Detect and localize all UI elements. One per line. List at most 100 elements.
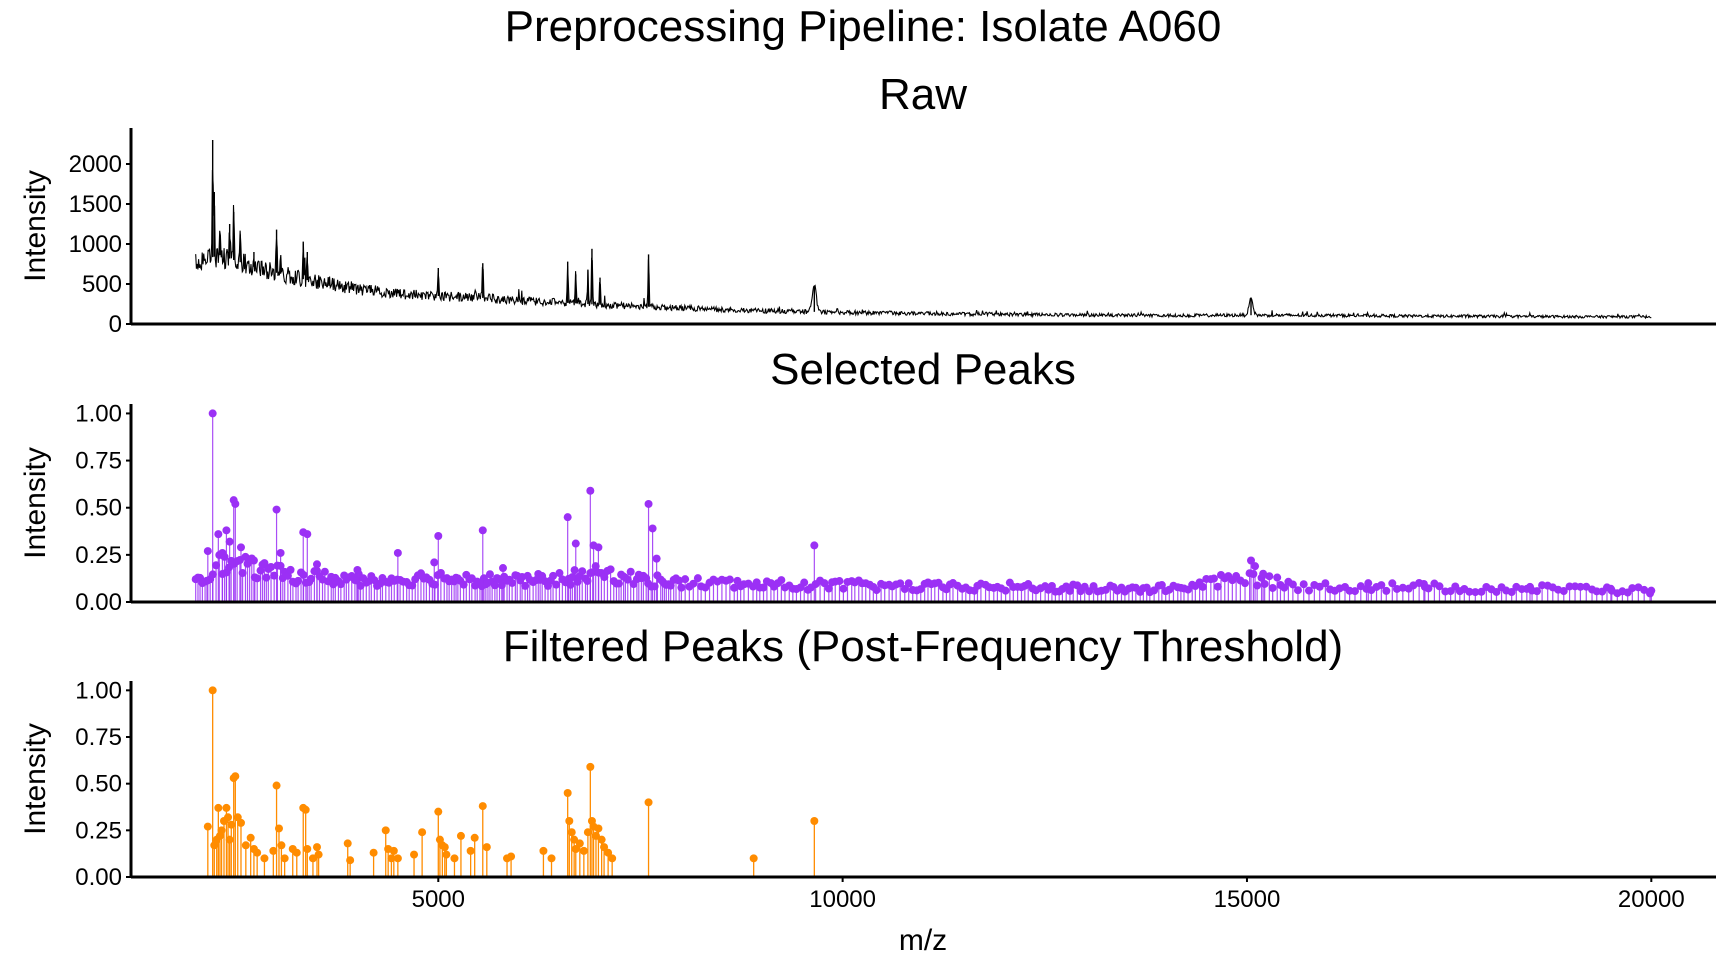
selected-peak-point-432 (434, 532, 443, 540)
selected-peak-point-351 (1321, 579, 1330, 588)
selected-peak-point-165 (623, 575, 632, 584)
selected-peak-point-362 (1377, 581, 1386, 590)
selected-peak-point-436 (571, 539, 580, 548)
raw-y-tick-label-0: 0 (109, 311, 122, 338)
filtered-panel-title: Filtered Peaks (Post-Frequency Threshold… (503, 622, 1343, 671)
filtered-peak-point-33 (314, 850, 323, 859)
selected-peak-point-138 (552, 580, 561, 589)
raw-panel-title: Raw (879, 70, 967, 119)
filtered-peak-point-23 (274, 824, 283, 833)
filtered-peak-point-1 (208, 686, 217, 695)
raw-y-tick-label-3: 1500 (69, 191, 122, 218)
selected-peak-point-338 (1260, 579, 1269, 588)
selected-peak-point-198 (725, 575, 734, 584)
filtered-y-tick-label-4: 1.00 (75, 677, 122, 704)
selected-peak-point-440 (644, 499, 653, 508)
filtered-peak-point-8 (222, 803, 231, 812)
selected-peak-point-444 (1247, 556, 1256, 565)
selected-peak-point-339 (1265, 572, 1274, 581)
selected-peak-point-90 (430, 580, 439, 589)
selected-peak-point-341 (1273, 573, 1282, 582)
selected-peak-point-446 (1259, 569, 1268, 578)
selected-peak-point-199 (730, 583, 739, 592)
filtered-peak-point-36 (369, 848, 378, 857)
filtered-peak-point-0 (203, 822, 212, 831)
filtered-peak-point-73 (600, 843, 609, 852)
raw-panel: Raw Intensity 0 500 1000 1500 2000 (19, 70, 1716, 338)
filtered-peak-point-61 (567, 828, 576, 837)
selected-y-tick-label-1: 0.25 (75, 542, 122, 569)
filtered-peak-point-51 (466, 846, 475, 855)
selected-data (191, 409, 1656, 602)
selected-peak-point-325 (1209, 574, 1218, 583)
selected-peak-point-311 (1157, 581, 1166, 590)
filtered-peak-point-54 (482, 843, 491, 852)
filtered-peak-point-35 (346, 856, 355, 865)
filtered-peak-point-65 (579, 846, 588, 855)
filtered-peak-point-56 (507, 852, 516, 861)
filtered-peak-point-75 (608, 854, 617, 863)
selected-peak-point-45 (307, 574, 316, 583)
filtered-peak-point-19 (253, 848, 262, 857)
filtered-x-tick-label-1: 10000 (809, 886, 876, 913)
selected-peak-point-434 (498, 564, 507, 573)
filtered-peak-point-76 (644, 798, 653, 807)
filtered-y-tick-label-1: 0.25 (75, 817, 122, 844)
selected-peak-point-187 (681, 575, 690, 584)
selected-peak-point-450 (1606, 584, 1615, 593)
filtered-peak-point-43 (418, 828, 427, 837)
selected-peak-point-439 (594, 543, 603, 552)
selected-peak-point-448 (1420, 582, 1429, 591)
filtered-peak-point-32 (312, 843, 321, 852)
selected-peak-point-421 (231, 499, 240, 508)
filtered-peak-point-57 (539, 846, 548, 855)
selected-peak-point-224 (824, 584, 833, 593)
filtered-peak-point-25 (280, 854, 289, 863)
selected-peak-point-423 (249, 556, 258, 565)
selected-peak-point-422 (236, 543, 245, 552)
filtered-peak-point-71 (594, 824, 603, 833)
filtered-peak-point-15 (236, 818, 245, 827)
selected-peak-point-121 (508, 578, 517, 587)
filtered-y-tick-label-0: 0.00 (75, 864, 122, 891)
filtered-peak-point-74 (604, 848, 613, 857)
selected-peak-point-347 (1299, 580, 1308, 589)
selected-peak-point-443 (810, 541, 819, 550)
filtered-peaks-panel: Filtered Peaks (Post-Frequency Threshold… (19, 622, 1716, 913)
selected-peak-point-447 (1364, 579, 1373, 588)
filtered-peak-point-62 (570, 835, 579, 844)
filtered-peak-point-41 (393, 854, 402, 863)
selected-peak-point-346 (1293, 586, 1302, 595)
selected-peak-point-156 (600, 573, 609, 582)
raw-y-axis-label: Intensity (19, 170, 52, 282)
x-axis-label: m/z (899, 924, 947, 957)
filtered-peak-point-49 (450, 854, 459, 863)
selected-peak-point-148 (578, 567, 587, 576)
selected-peak-point-445 (1251, 562, 1260, 571)
selected-peak-point-437 (586, 486, 595, 495)
selected-y-tick-label-3: 0.75 (75, 448, 122, 475)
selected-peak-point-158 (606, 565, 615, 574)
filtered-y-axis-label: Intensity (19, 723, 52, 835)
selected-peak-point-166 (626, 567, 635, 576)
selected-peak-point-366 (1398, 583, 1407, 592)
selected-peak-point-379 (1465, 587, 1474, 596)
selected-peak-point-387 (1507, 587, 1516, 596)
selected-peak-point-410 (1628, 584, 1637, 593)
selected-y-tick-label-2: 0.50 (75, 495, 122, 522)
filtered-x-tick-label-2: 15000 (1214, 886, 1281, 913)
selected-peak-point-427 (303, 530, 312, 539)
selected-peak-point-50 (320, 567, 329, 576)
selected-peak-point-189 (689, 579, 698, 588)
selected-peak-point-340 (1268, 583, 1277, 592)
selected-peak-point-381 (1477, 587, 1486, 596)
selected-panel-title: Selected Peaks (770, 345, 1076, 394)
selected-peak-point-212 (777, 576, 786, 585)
selected-peak-point-190 (693, 574, 702, 583)
filtered-peak-point-13 (231, 772, 240, 781)
selected-peak-point-228 (839, 584, 848, 593)
selected-peak-point-207 (759, 583, 768, 592)
filtered-peak-point-40 (389, 846, 398, 855)
filtered-peak-point-64 (575, 839, 584, 848)
selected-peak-point-27 (260, 559, 269, 568)
